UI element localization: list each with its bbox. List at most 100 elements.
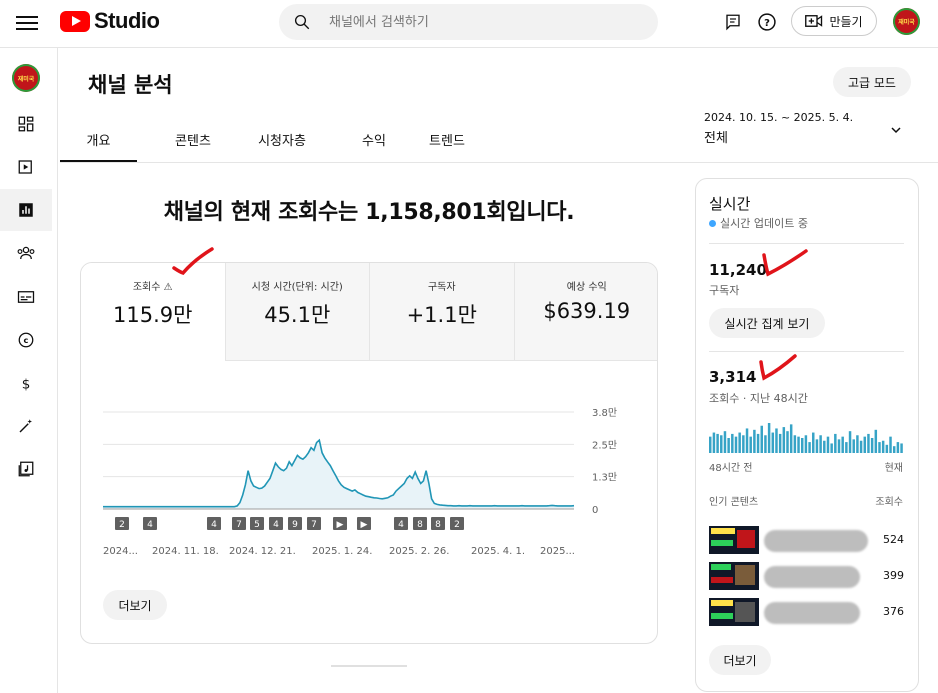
sidebar-item-audio-library[interactable]	[0, 448, 52, 490]
divider	[709, 243, 904, 244]
see-more-button[interactable]: 더보기	[103, 590, 167, 620]
video-thumbnail	[709, 526, 759, 554]
copyright-icon: c	[18, 332, 34, 348]
studio-logo[interactable]: Studio	[60, 8, 160, 34]
video-marker	[207, 517, 221, 530]
sidebar-item-analytics[interactable]	[0, 189, 52, 231]
sidebar-item-dashboard[interactable]	[0, 103, 52, 145]
video-marker	[431, 517, 445, 530]
metric-subscribers[interactable]: 구독자 +1.1만	[370, 263, 515, 361]
metric-revenue[interactable]: 예상 수익 $639.19	[514, 263, 657, 361]
feedback-icon[interactable]	[721, 10, 745, 34]
community-icon	[17, 246, 35, 260]
tab-content[interactable]: 콘텐츠	[175, 134, 211, 149]
video-marker	[394, 517, 408, 530]
realtime-bar	[859, 440, 863, 453]
realtime-bar	[793, 435, 797, 453]
realtime-bar	[756, 433, 760, 453]
realtime-bar	[845, 442, 848, 453]
realtime-bar	[823, 440, 826, 453]
realtime-bar	[878, 442, 881, 453]
tab-overview[interactable]: 개요	[60, 118, 137, 162]
realtime-bar	[789, 424, 793, 453]
video-marker-label: ▶	[337, 520, 344, 530]
metric-views[interactable]: 조회수 ⚠ 115.9만	[81, 263, 226, 361]
popular-item[interactable]: 524	[709, 526, 904, 556]
tab-audience[interactable]: 시청자층	[258, 134, 306, 149]
tab-trends[interactable]: 트렌드	[429, 134, 465, 149]
view-realtime-button[interactable]: 실시간 집계 보기	[709, 308, 825, 338]
metric-subscribers-value: +1.1만	[406, 303, 477, 327]
realtime-bar	[778, 433, 782, 453]
realtime-bar	[881, 440, 885, 453]
popular-item[interactable]: 399	[709, 562, 904, 592]
x-tick-label: 2025. 1. 24.	[312, 546, 372, 557]
sidebar-item-customization[interactable]	[0, 405, 52, 447]
views-chart[interactable]: 3.8만 2.5만 1.3만 0 2 4 4 7 5 4 9 7 ▶ ▶ 4 8 8 2 2024... 2024. …	[81, 361, 658, 571]
realtime-bar	[749, 436, 752, 453]
channel-avatar[interactable]: 재미국	[12, 64, 40, 92]
x-tick-label: 2024...	[103, 546, 138, 557]
realtime-bar	[837, 439, 841, 453]
analytics-icon	[19, 203, 33, 217]
realtime-bar	[712, 432, 716, 453]
date-range-selector[interactable]: 2024. 10. 15. ~ 2025. 5. 4. 전체	[704, 111, 853, 146]
page-title: 채널 분석	[88, 73, 173, 97]
sidebar-item-community[interactable]	[0, 232, 52, 274]
video-marker	[115, 517, 129, 530]
realtime-bar	[709, 436, 712, 453]
realtime-bar	[723, 431, 727, 453]
blurred-title	[764, 602, 860, 624]
realtime-bar	[782, 427, 786, 453]
video-marker-label: ▶	[361, 520, 368, 530]
realtime-bar	[731, 433, 734, 453]
metric-watch-time-value: 45.1만	[264, 303, 331, 327]
realtime-bar	[819, 435, 822, 453]
sidebar-item-earn[interactable]: $	[0, 362, 52, 404]
popular-item[interactable]: 376	[709, 598, 904, 628]
advanced-mode-button[interactable]: 고급 모드	[833, 67, 911, 97]
realtime-bar	[716, 433, 719, 453]
realtime-bar	[889, 436, 892, 453]
tab-revenue[interactable]: 수익	[362, 134, 386, 149]
sidebar-item-subtitles[interactable]	[0, 276, 52, 318]
help-icon[interactable]: ?	[755, 10, 779, 34]
search-bar[interactable]	[279, 4, 658, 40]
video-marker	[250, 517, 264, 530]
bar-axis-left: 48시간 전	[709, 463, 753, 474]
realtime-bar	[775, 428, 778, 453]
video-marker-label: 2	[454, 520, 460, 530]
metric-subscribers-label: 구독자	[427, 282, 456, 293]
sidebar-item-content[interactable]	[0, 146, 52, 188]
video-thumbnail	[709, 598, 759, 626]
dollar-icon: $	[22, 376, 31, 392]
realtime-bar	[753, 429, 756, 453]
blurred-title	[764, 530, 868, 552]
logo-text: Studio	[94, 8, 160, 33]
bar-axis-right: 현재	[884, 463, 903, 474]
realtime-bar	[885, 444, 889, 453]
chevron-down-icon[interactable]	[890, 124, 902, 136]
youtube-logo-icon	[60, 10, 90, 32]
scroll-indicator	[331, 665, 407, 667]
create-button[interactable]: 만들기	[791, 6, 877, 36]
channel-avatar-ring	[12, 64, 40, 92]
realtime-bar-chart[interactable]	[709, 421, 904, 453]
realtime-subscribers-label: 구독자	[709, 284, 740, 297]
series-line	[103, 438, 575, 508]
account-avatar[interactable]: 재미국	[893, 8, 920, 35]
realtime-bar	[800, 438, 804, 453]
realtime-more-button[interactable]: 더보기	[709, 645, 771, 675]
realtime-bar	[742, 435, 745, 453]
sidebar-item-copyright[interactable]: c	[0, 319, 52, 361]
sidebar: 재미국 c $	[0, 48, 58, 693]
search-input[interactable]	[329, 14, 629, 30]
metric-watch-time[interactable]: 시청 시간(단위: 시간) 45.1만	[225, 263, 370, 361]
date-range-text: 2024. 10. 15. ~ 2025. 5. 4.	[704, 111, 854, 124]
video-marker	[413, 517, 427, 530]
menu-icon[interactable]	[16, 12, 38, 34]
realtime-bar	[720, 435, 723, 453]
search-icon	[294, 14, 310, 30]
svg-text:?: ?	[764, 18, 770, 29]
live-status: 실시간 업데이트 중	[709, 215, 808, 231]
